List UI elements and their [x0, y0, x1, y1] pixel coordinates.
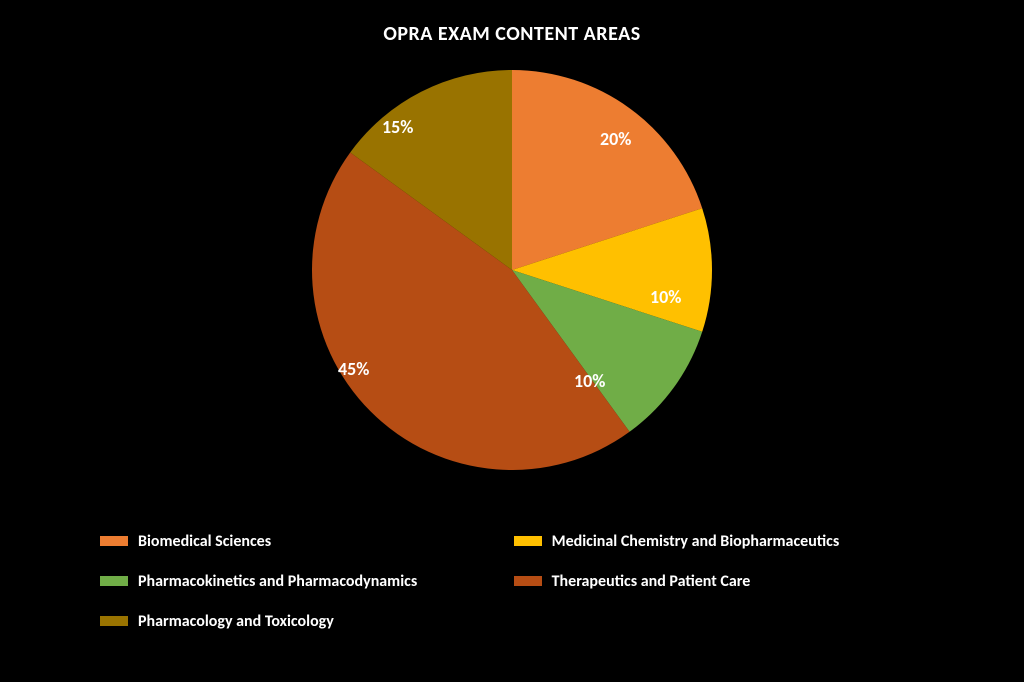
legend-swatch [514, 536, 542, 546]
legend-swatch [100, 536, 128, 546]
legend-swatch [514, 576, 542, 586]
pie-chart [312, 70, 712, 470]
slice-percent-label: 10% [650, 286, 681, 308]
slice-percent-label: 15% [382, 116, 413, 138]
slice-percent-label: 10% [574, 370, 605, 392]
chart-container: OPRA EXAM CONTENT AREAS 20%10%10%45%15% … [0, 0, 1024, 682]
legend-label: Biomedical Sciences [138, 532, 271, 551]
legend-swatch [100, 616, 128, 626]
slice-percent-label: 20% [600, 128, 631, 150]
legend-label: Therapeutics and Patient Care [552, 572, 751, 591]
legend-item: Pharmacokinetics and Pharmacodynamics [100, 570, 510, 592]
legend-item: Biomedical Sciences [100, 530, 510, 552]
legend-item: Pharmacology and Toxicology [100, 610, 510, 632]
legend-label: Pharmacokinetics and Pharmacodynamics [138, 572, 417, 591]
legend-item: Medicinal Chemistry and Biopharmaceutics [514, 530, 924, 552]
slice-percent-label: 45% [338, 358, 369, 380]
legend-label: Medicinal Chemistry and Biopharmaceutics [552, 532, 840, 551]
chart-title: OPRA EXAM CONTENT AREAS [0, 22, 1024, 46]
legend-item: Therapeutics and Patient Care [514, 570, 924, 592]
legend: Biomedical Sciences Pharmacokinetics and … [100, 530, 924, 650]
legend-label: Pharmacology and Toxicology [138, 612, 334, 631]
legend-swatch [100, 576, 128, 586]
